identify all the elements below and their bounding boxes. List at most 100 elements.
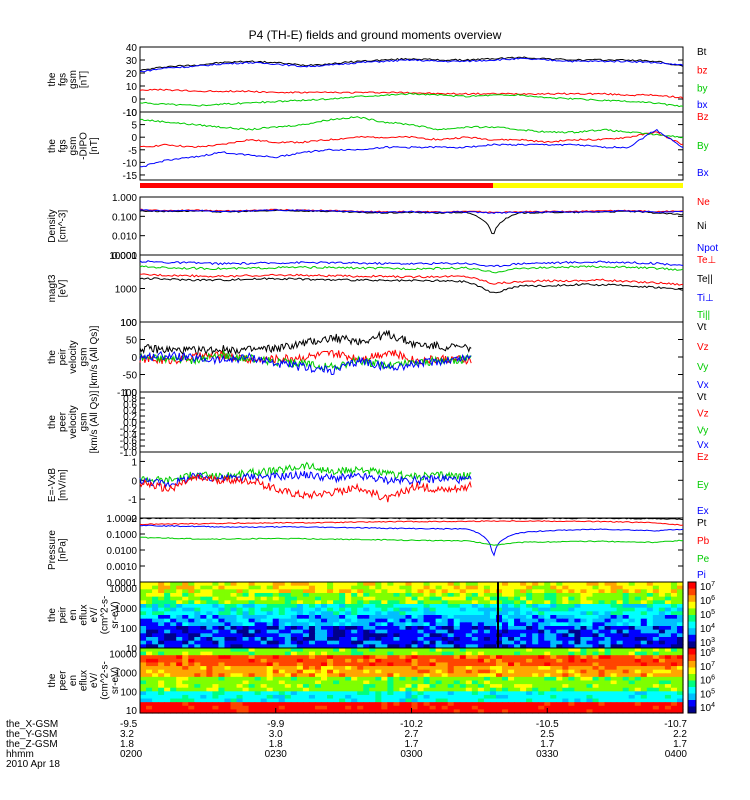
heatmap-cell: [254, 585, 262, 590]
heatmap-cell: [302, 589, 310, 594]
heatmap-cell: [586, 648, 594, 653]
heatmap-cell: [164, 589, 171, 594]
heatmap-cell: [550, 705, 557, 710]
heatmap-cell: [489, 600, 497, 605]
heatmap-cell: [254, 600, 262, 605]
heatmap-cell: [664, 589, 672, 594]
heatmap-cell: [405, 691, 413, 696]
heatmap-cell: [375, 680, 382, 685]
heatmap-cell: [170, 687, 177, 692]
heatmap-cell: [652, 596, 660, 601]
heatmap-cell: [369, 651, 376, 656]
heatmap-cell: [152, 585, 159, 590]
heatmap-cell: [212, 669, 220, 674]
heatmap-cell: [520, 705, 527, 710]
heatmap-cell: [447, 709, 455, 714]
heatmap-cell: [333, 633, 340, 638]
heatmap-cell: [471, 698, 479, 703]
heatmap-cell: [550, 702, 557, 707]
heatmap-cell: [670, 673, 678, 678]
colorbar-tick-label: 105: [700, 609, 715, 621]
heatmap-cell: [658, 626, 666, 631]
heatmap-cell: [465, 582, 473, 587]
heatmap-cell: [658, 611, 666, 616]
heatmap-cell: [290, 629, 298, 634]
heatmap-cell: [381, 648, 388, 653]
heatmap-cell: [580, 640, 588, 645]
heatmap-cell: [158, 637, 165, 642]
heatmap-cell: [652, 694, 660, 700]
heatmap-cell: [339, 691, 346, 696]
heatmap-cell: [538, 694, 545, 700]
heatmap-cell: [381, 702, 388, 707]
heatmap-cell: [508, 669, 515, 674]
heatmap-cell: [369, 600, 376, 605]
heatmap-cell: [580, 662, 588, 667]
heatmap-cell: [441, 666, 449, 671]
heatmap-cell: [477, 626, 485, 631]
heatmap-cell: [381, 589, 388, 594]
heatmap-cell: [532, 680, 539, 685]
heatmap-cell: [363, 684, 370, 689]
heatmap-cell: [429, 680, 437, 685]
heatmap-cell: [508, 680, 515, 685]
heatmap-cell: [580, 691, 588, 696]
heatmap-cell: [260, 702, 268, 707]
heatmap-cell: [188, 651, 195, 656]
heatmap-cell: [345, 648, 352, 653]
heatmap-cell: [532, 666, 539, 671]
heatmap-cell: [254, 687, 262, 692]
heatmap-cell: [646, 582, 654, 587]
heatmap-cell: [314, 709, 322, 714]
heatmap-cell: [459, 658, 467, 664]
heatmap-cell: [182, 658, 189, 664]
heatmap-cell: [146, 615, 153, 620]
heatmap-cell: [314, 582, 322, 587]
heatmap-cell: [538, 637, 545, 642]
heatmap-cell: [489, 666, 497, 671]
heatmap-cell: [254, 680, 262, 685]
heatmap-cell: [321, 676, 328, 682]
heatmap-cell: [170, 626, 177, 631]
heatmap-cell: [308, 651, 316, 656]
heatmap-cell: [206, 618, 213, 623]
heatmap-cell: [568, 676, 575, 682]
heatmap-cell: [562, 687, 569, 692]
heatmap-cell: [375, 669, 382, 674]
heatmap-cell: [459, 582, 467, 587]
heatmap-cell: [266, 596, 274, 601]
heatmap-cell: [393, 600, 401, 605]
heatmap-cell: [411, 640, 419, 645]
heatmap-cell: [314, 687, 322, 692]
heatmap-cell: [363, 615, 370, 620]
heatmap-cell: [194, 604, 201, 609]
heatmap-cell: [514, 673, 521, 678]
heatmap-cell: [514, 593, 521, 598]
colorbar-cell: [688, 615, 696, 619]
heatmap-cell: [393, 705, 401, 710]
heatmap-cell: [260, 596, 268, 601]
heatmap-cell: [260, 622, 268, 627]
x-row-value: -9.9: [267, 719, 285, 730]
heatmap-cell: [296, 666, 304, 671]
y-tick-label: -100: [117, 388, 137, 399]
heatmap-cell: [170, 666, 177, 671]
heatmap-cell: [514, 611, 521, 616]
heatmap-cell: [333, 691, 340, 696]
heatmap-cell: [532, 633, 539, 638]
heatmap-cell: [658, 593, 666, 598]
heatmap-cell: [152, 691, 159, 696]
colorbar-frame: [687, 647, 697, 714]
heatmap-cell: [544, 604, 551, 609]
heatmap-cell: [520, 648, 527, 653]
heatmap-cell: [302, 600, 310, 605]
heatmap-cell: [453, 691, 461, 696]
y-tick-label: 1000: [115, 668, 138, 679]
heatmap-cell: [327, 640, 334, 645]
colorbar-cell: [688, 631, 696, 636]
heatmap-cell: [550, 673, 557, 678]
heatmap-cell: [290, 691, 298, 696]
heatmap-cell: [284, 637, 292, 642]
heatmap-cell: [176, 709, 183, 714]
heatmap-cell: [598, 691, 606, 696]
